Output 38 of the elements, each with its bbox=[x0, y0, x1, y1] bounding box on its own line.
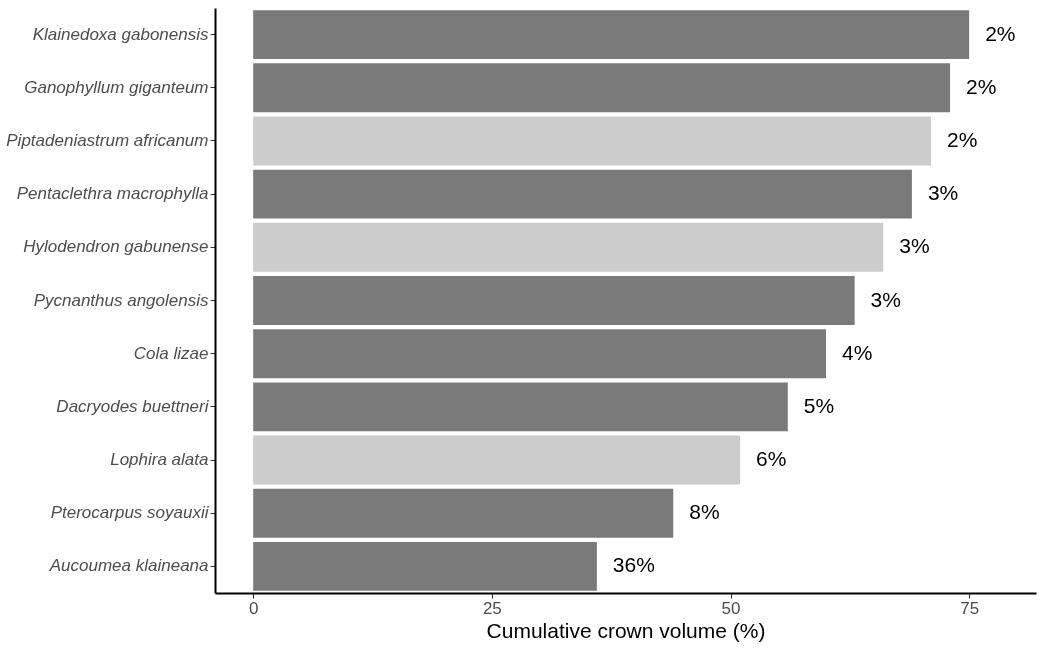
x-axis-title: Cumulative crown volume (%) bbox=[486, 618, 766, 642]
bar bbox=[253, 276, 855, 325]
annotation: 3% bbox=[927, 181, 959, 205]
annotation: 8% bbox=[689, 500, 720, 524]
y-tick-label: Pterocarpus soyauxii bbox=[50, 503, 210, 523]
bar bbox=[253, 329, 826, 379]
annotation: 3% bbox=[899, 234, 930, 258]
annotation: 2% bbox=[946, 127, 978, 151]
annotation: 2% bbox=[966, 74, 997, 98]
bar bbox=[253, 488, 674, 538]
y-tick-label: Dacryodes buettneri bbox=[56, 396, 210, 416]
y-tick-label: Ganophyllum giganteum bbox=[24, 77, 209, 97]
bar bbox=[253, 116, 931, 166]
annotation: 36% bbox=[612, 553, 655, 577]
bar bbox=[253, 10, 970, 60]
y-tick-label: Piptadeniastrum africanum bbox=[6, 130, 209, 150]
bar bbox=[253, 541, 597, 591]
y-tick-label: Klainedoxa gabonensis bbox=[32, 24, 209, 44]
y-tick-label: Lophira alata bbox=[110, 450, 209, 470]
annotation: 2% bbox=[985, 21, 1016, 45]
bar bbox=[253, 63, 951, 113]
bar bbox=[253, 222, 884, 272]
y-tick-label: Pentaclethra macrophylla bbox=[16, 184, 209, 204]
annotation: 4% bbox=[841, 340, 873, 364]
y-tick-label: Aucoumea klaineana bbox=[48, 556, 209, 576]
y-tick-label: Cola lizae bbox=[133, 343, 209, 363]
y-tick-label: Pycnanthus angolensis bbox=[33, 290, 209, 310]
x-tick-label: 50 bbox=[721, 598, 741, 618]
bar bbox=[253, 435, 741, 485]
bar bbox=[253, 382, 788, 432]
annotation: 6% bbox=[756, 447, 787, 471]
x-tick-label: 75 bbox=[960, 598, 980, 618]
bar bbox=[253, 169, 912, 219]
x-tick-label: 25 bbox=[482, 598, 502, 618]
y-tick-label: Hylodendron gabunense bbox=[23, 237, 209, 257]
annotation: 3% bbox=[870, 287, 901, 311]
x-tick-label: 0 bbox=[248, 598, 259, 618]
annotation: 5% bbox=[803, 393, 835, 417]
